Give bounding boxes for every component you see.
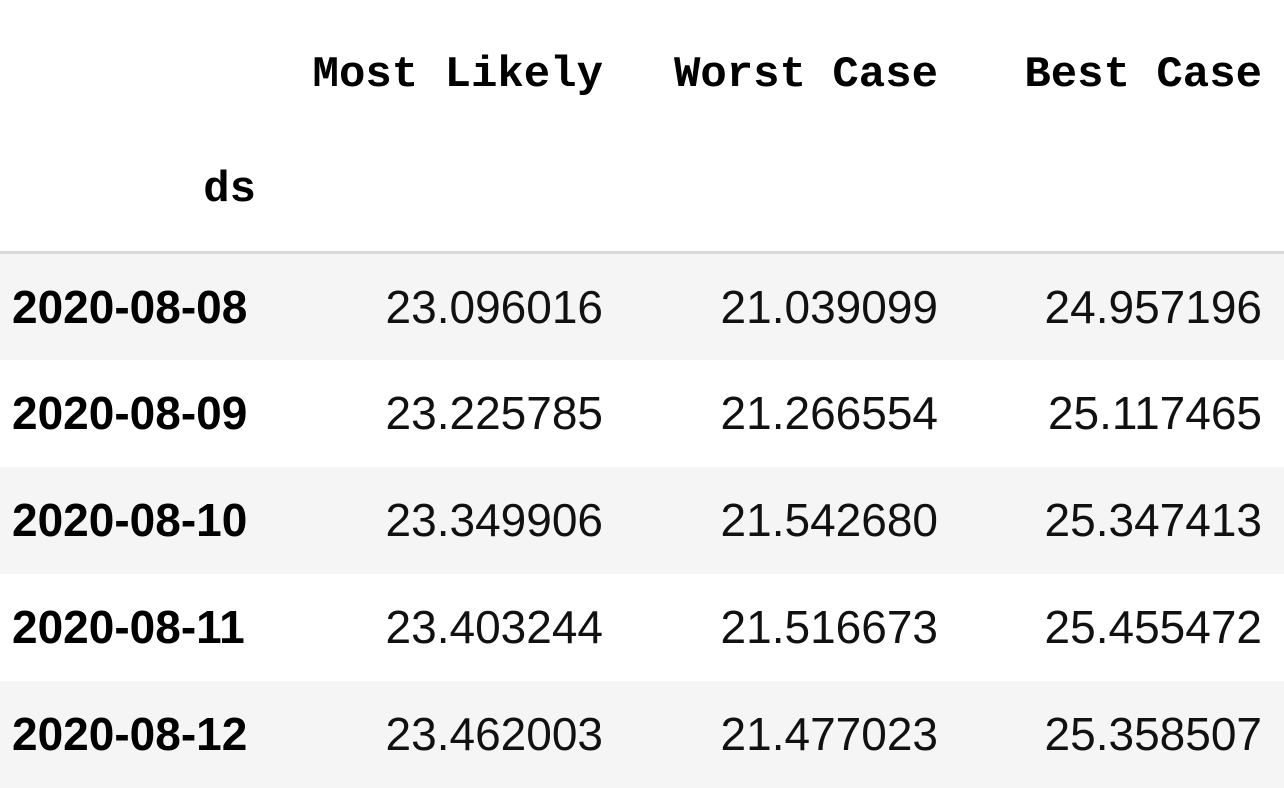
- table-row: 2020-08-11 23.403244 21.516673 25.455472: [0, 573, 1284, 681]
- cell-most-likely: 23.462003: [385, 708, 603, 760]
- cell-best-case: 24.957196: [1044, 280, 1262, 333]
- cell-most-likely: 23.349906: [385, 494, 603, 546]
- table-header: Most Likely Worst Case Best Case ds: [0, 0, 1284, 254]
- cell-most-likely: 23.403244: [385, 601, 603, 653]
- cell-best-case: 25.455472: [1044, 601, 1262, 653]
- cell-worst-case: 21.477023: [720, 708, 938, 760]
- blank-header-cell: [625, 136, 960, 254]
- table-row: 2020-08-12 23.462003 21.477023 25.358507: [0, 680, 1284, 788]
- table-body: 2020-08-08 23.096016 21.039099 24.957196…: [0, 252, 1284, 788]
- cell-worst-case: 21.266554: [720, 387, 938, 439]
- cell-best-case: 25.347413: [1044, 494, 1262, 546]
- blank-header-cell: [960, 136, 1284, 254]
- row-index-date: 2020-08-09: [12, 387, 248, 439]
- row-index-date: 2020-08-10: [12, 494, 248, 546]
- blank-header-cell: [262, 136, 625, 254]
- cell-most-likely: 23.225785: [385, 387, 603, 439]
- blank-header-cell: [0, 0, 262, 136]
- index-name-header: ds: [0, 136, 262, 254]
- table-row: 2020-08-08 23.096016 21.039099 24.957196: [0, 252, 1284, 360]
- table-row: 2020-08-10 23.349906 21.542680 25.347413: [0, 466, 1284, 574]
- column-header-best-case: Best Case: [1024, 50, 1262, 100]
- cell-most-likely: 23.096016: [385, 280, 603, 333]
- column-header-worst-case: Worst Case: [673, 50, 938, 100]
- row-index-date: 2020-08-11: [12, 601, 245, 653]
- column-header-most-likely: Most Likely: [312, 50, 603, 100]
- cell-worst-case: 21.516673: [720, 601, 938, 653]
- cell-worst-case: 21.039099: [720, 280, 938, 333]
- table-row: 2020-08-09 23.225785 21.266554 25.117465: [0, 359, 1284, 467]
- cell-best-case: 25.358507: [1044, 708, 1262, 760]
- row-index-date: 2020-08-12: [12, 708, 248, 760]
- cell-worst-case: 21.542680: [720, 494, 938, 546]
- index-header-row: ds: [0, 136, 1284, 254]
- column-header-row: Most Likely Worst Case Best Case: [0, 0, 1284, 136]
- row-index-date: 2020-08-08: [12, 280, 248, 333]
- cell-best-case: 25.117465: [1047, 387, 1262, 439]
